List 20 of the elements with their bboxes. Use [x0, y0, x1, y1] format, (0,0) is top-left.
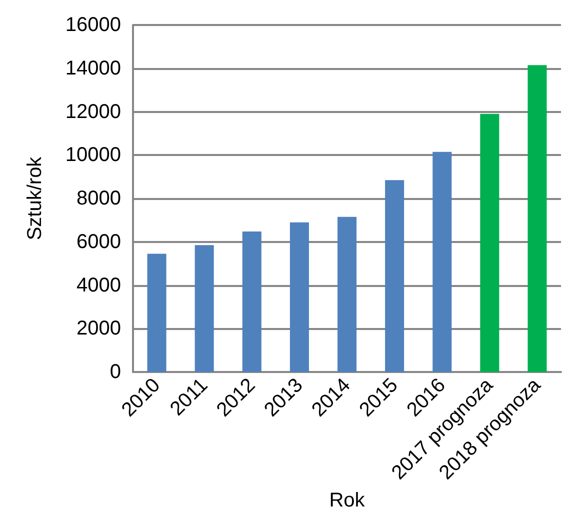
- y-tick-label: 8000: [76, 188, 121, 210]
- bar: [385, 180, 404, 372]
- y-tick-label: 16000: [65, 14, 121, 36]
- bar: [528, 65, 547, 372]
- bar: [432, 152, 452, 372]
- bar: [480, 114, 500, 372]
- bar: [337, 216, 357, 372]
- y-tick-label: 10000: [65, 144, 121, 166]
- y-tick-label: 6000: [76, 230, 121, 253]
- y-tick-label: 0: [110, 361, 121, 383]
- y-axis-title: Sztuk/rok: [24, 156, 46, 240]
- bar: [194, 245, 214, 372]
- x-axis-title: Rok: [329, 489, 366, 512]
- bar: [147, 254, 166, 372]
- bar: [242, 231, 262, 372]
- y-tick-label: 14000: [65, 57, 121, 80]
- y-tick-label: 4000: [76, 274, 121, 296]
- y-tick-label: 2000: [76, 318, 121, 340]
- y-tick-label: 12000: [65, 100, 121, 123]
- bar: [290, 222, 309, 372]
